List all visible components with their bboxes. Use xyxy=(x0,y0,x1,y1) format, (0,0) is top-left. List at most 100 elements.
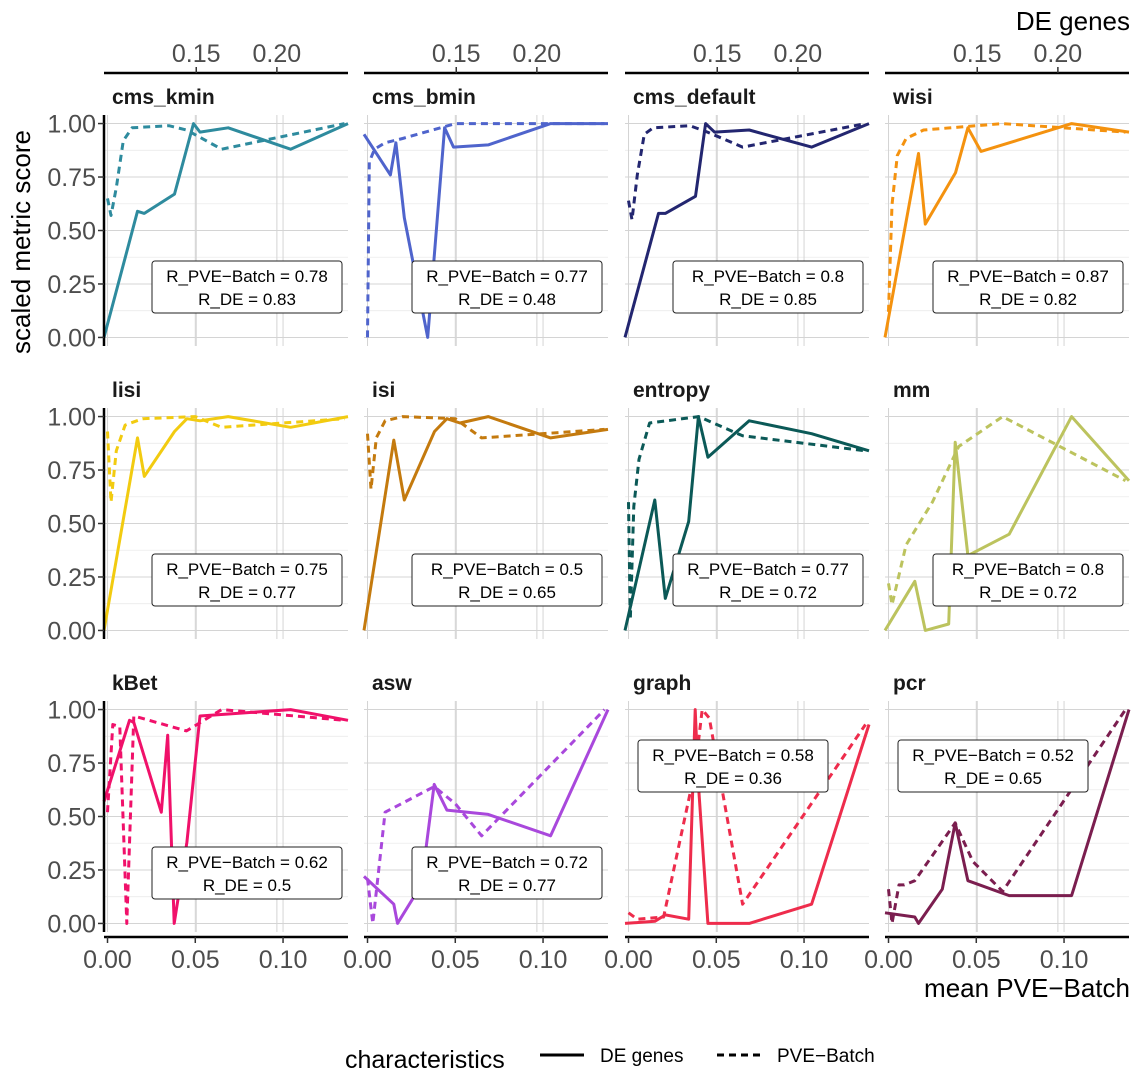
x2-tick-label: 0.15 xyxy=(693,40,742,68)
y-tick-label: 1.00 xyxy=(47,404,96,432)
series-line-pve-batch xyxy=(887,415,1127,607)
annotation-r-de: R_DE = 0.72 xyxy=(719,583,817,602)
x2-tick-label: 0.20 xyxy=(1034,40,1083,68)
x-tick-label: 0.05 xyxy=(431,946,480,974)
annotation-r-pve-batch: R_PVE−Batch = 0.58 xyxy=(652,746,814,765)
y-tick-label: 0.50 xyxy=(47,218,96,246)
series-line-pve-batch xyxy=(627,122,866,222)
annotation-r-de: R_DE = 0.77 xyxy=(458,876,556,895)
x-tick-label: 0.10 xyxy=(259,946,308,974)
annotation-r-de: R_DE = 0.36 xyxy=(684,769,782,788)
x2-tick-label: 0.15 xyxy=(432,40,481,68)
y-tick-label: 0.00 xyxy=(47,617,96,645)
annotation-box xyxy=(151,553,343,607)
panel-title: cms_bmin xyxy=(372,86,476,109)
annotation-r-de: R_DE = 0.82 xyxy=(979,290,1077,309)
x-tick-label: 0.05 xyxy=(952,946,1001,974)
panel-title: lisi xyxy=(112,379,141,402)
panel-title: mm xyxy=(893,379,930,402)
annotation-box xyxy=(411,260,603,314)
series-line-pve-batch xyxy=(366,708,606,925)
y-tick-label: 0.50 xyxy=(47,511,96,539)
series-line-de-genes xyxy=(362,415,609,631)
y-tick-label: 0.25 xyxy=(47,857,96,885)
y-tick-label: 1.00 xyxy=(47,697,96,725)
panel-title: wisi xyxy=(892,86,933,109)
annotation-r-pve-batch: R_PVE−Batch = 0.77 xyxy=(687,560,849,579)
y-tick-label: 0.25 xyxy=(47,564,96,592)
annotation-r-de: R_DE = 0.48 xyxy=(458,290,556,309)
x2-tick-label: 0.20 xyxy=(774,40,823,68)
x-tick-label: 0.05 xyxy=(692,946,741,974)
series-line-de-genes xyxy=(883,415,1131,632)
annotation-r-de: R_DE = 0.72 xyxy=(979,583,1077,602)
x2-tick-label: 0.15 xyxy=(172,40,221,68)
annotation-r-pve-batch: R_PVE−Batch = 0.62 xyxy=(166,853,328,872)
y-tick-label: 1.00 xyxy=(47,111,96,139)
series-line-de-genes xyxy=(362,122,608,339)
panel-title: asw xyxy=(372,672,412,695)
legend-label-de-genes: DE genes xyxy=(600,1046,683,1067)
annotation-r-pve-batch: R_PVE−Batch = 0.75 xyxy=(166,560,328,579)
x2-tick-label: 0.15 xyxy=(953,40,1002,68)
x-tick-label: 0.00 xyxy=(83,946,132,974)
annotation-r-pve-batch: R_PVE−Batch = 0.8 xyxy=(692,267,844,286)
x-tick-label: 0.10 xyxy=(519,946,568,974)
x2-tick-label: 0.20 xyxy=(513,40,562,68)
annotation-r-de: R_DE = 0.5 xyxy=(203,876,291,895)
panel-title: graph xyxy=(633,672,691,695)
annotation-r-pve-batch: R_PVE−Batch = 0.78 xyxy=(166,267,328,286)
annotation-box xyxy=(897,739,1089,793)
x-tick-label: 0.10 xyxy=(780,946,829,974)
annotation-box xyxy=(411,846,603,900)
y-tick-label: 0.00 xyxy=(47,324,96,352)
legend-label-pve-batch: PVE−Batch xyxy=(777,1046,875,1067)
annotation-box xyxy=(151,260,343,314)
x-tick-label: 0.00 xyxy=(604,946,653,974)
y-tick-label: 0.25 xyxy=(47,271,96,299)
series-line-pve-batch xyxy=(106,708,345,925)
annotation-box xyxy=(672,260,864,314)
annotation-r-de: R_DE = 0.83 xyxy=(198,290,296,309)
annotation-box xyxy=(672,553,864,607)
annotation-r-de: R_DE = 0.85 xyxy=(719,290,817,309)
series-line-de-genes xyxy=(623,122,870,338)
panel-title: isi xyxy=(372,379,395,402)
annotation-r-de: R_DE = 0.65 xyxy=(944,769,1042,788)
annotation-r-pve-batch: R_PVE−Batch = 0.77 xyxy=(426,267,588,286)
annotation-box xyxy=(932,260,1124,314)
legend-title: characteristics xyxy=(345,1046,505,1070)
annotation-r-pve-batch: R_PVE−Batch = 0.8 xyxy=(952,560,1104,579)
annotation-r-pve-batch: R_PVE−Batch = 0.52 xyxy=(912,746,1074,765)
series-line-pve-batch xyxy=(106,415,345,504)
annotation-r-pve-batch: R_PVE−Batch = 0.72 xyxy=(426,853,588,872)
y-tick-label: 0.75 xyxy=(47,457,96,485)
series-line-pve-batch xyxy=(366,415,605,491)
x-tick-label: 0.05 xyxy=(171,946,220,974)
x-tick-label: 0.00 xyxy=(343,946,392,974)
panel-title: cms_default xyxy=(633,86,756,109)
annotation-box xyxy=(151,846,343,900)
series-line-de-genes xyxy=(884,709,1131,925)
annotation-box xyxy=(411,553,603,607)
x2-tick-label: 0.20 xyxy=(253,40,302,68)
x-tick-label: 0.10 xyxy=(1040,946,1089,974)
series-line-de-genes xyxy=(102,708,349,925)
series-line-pve-batch xyxy=(887,708,1127,925)
x-tick-label: 0.00 xyxy=(864,946,913,974)
y-tick-label: 0.75 xyxy=(47,164,96,192)
y-axis-title: scaled metric score xyxy=(6,130,36,354)
series-line-de-genes xyxy=(102,415,349,631)
series-line-de-genes xyxy=(623,415,870,631)
y-tick-label: 0.75 xyxy=(47,750,96,778)
series-line-de-genes xyxy=(102,122,349,338)
panel-title: kBet xyxy=(112,672,158,695)
annotation-r-pve-batch: R_PVE−Batch = 0.5 xyxy=(431,560,583,579)
x2-axis-title: DE genes xyxy=(1016,6,1130,36)
x-axis-title: mean PVE−Batch xyxy=(924,973,1130,1003)
y-tick-label: 0.00 xyxy=(47,910,96,938)
series-line-pve-batch xyxy=(106,122,345,217)
series-line-de-genes xyxy=(362,708,610,925)
